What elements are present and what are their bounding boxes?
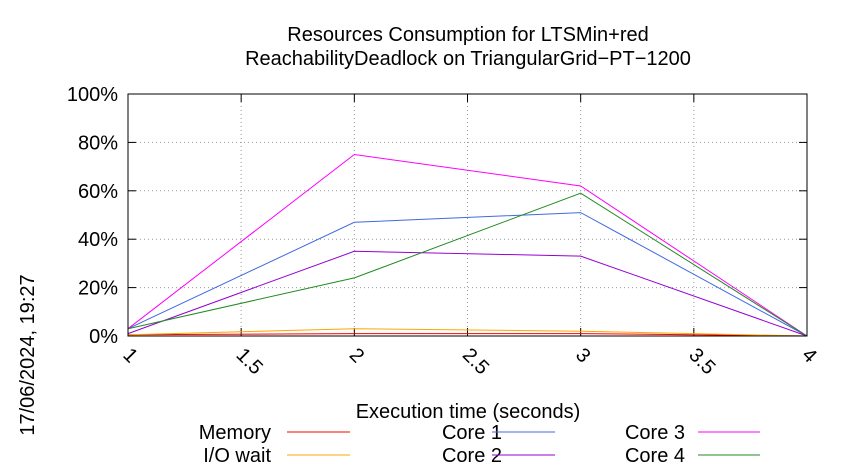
- legend-label: Core 2: [442, 445, 502, 467]
- x-tick-label: 1: [118, 344, 141, 367]
- grid: [128, 94, 807, 336]
- y-tick-label: 40%: [78, 229, 118, 251]
- y-tick-label: 100%: [67, 84, 118, 106]
- y-tick-label: 80%: [78, 132, 118, 154]
- y-tick-label: 60%: [78, 181, 118, 203]
- chart-title-line-1: Resources Consumption for LTSMin+red: [287, 24, 648, 46]
- x-tick-label: 3.5: [684, 344, 719, 379]
- plot-border: [127, 93, 808, 337]
- series-line-memory: [127, 333, 808, 337]
- y-tick-label: 0%: [89, 326, 118, 348]
- y-axis-ticks: 0% 20% 40% 60% 80% 100%: [67, 84, 807, 348]
- legend-label: I/O wait: [203, 445, 271, 467]
- x-tick-label: 2: [345, 344, 368, 367]
- x-axis-label: Execution time (seconds): [356, 401, 581, 423]
- x-tick-label: 2.5: [458, 344, 493, 379]
- y-tick-label: 20%: [78, 278, 118, 300]
- legend-label: Core 3: [625, 422, 685, 444]
- series-line-core-3: [127, 153, 808, 337]
- series-lines: [127, 153, 808, 337]
- series-line-core-1: [127, 212, 808, 337]
- legend-label: Core 1: [442, 422, 502, 444]
- series-line-i-o-wait: [127, 328, 808, 337]
- timestamp-label: 17/06/2024, 19:27: [17, 274, 39, 435]
- series-line-core-2: [127, 250, 808, 337]
- x-tick-label: 3: [571, 344, 594, 367]
- chart-title: Resources Consumption for LTSMin+red Rea…: [245, 24, 691, 70]
- x-tick-label: 4: [797, 344, 820, 367]
- legend-label: Memory: [199, 422, 271, 444]
- series-line-core-4: [127, 192, 808, 337]
- legend-label: Core 4: [625, 445, 685, 467]
- x-tick-label: 1.5: [232, 344, 267, 379]
- chart-title-line-2: ReachabilityDeadlock on TriangularGrid−P…: [245, 48, 691, 70]
